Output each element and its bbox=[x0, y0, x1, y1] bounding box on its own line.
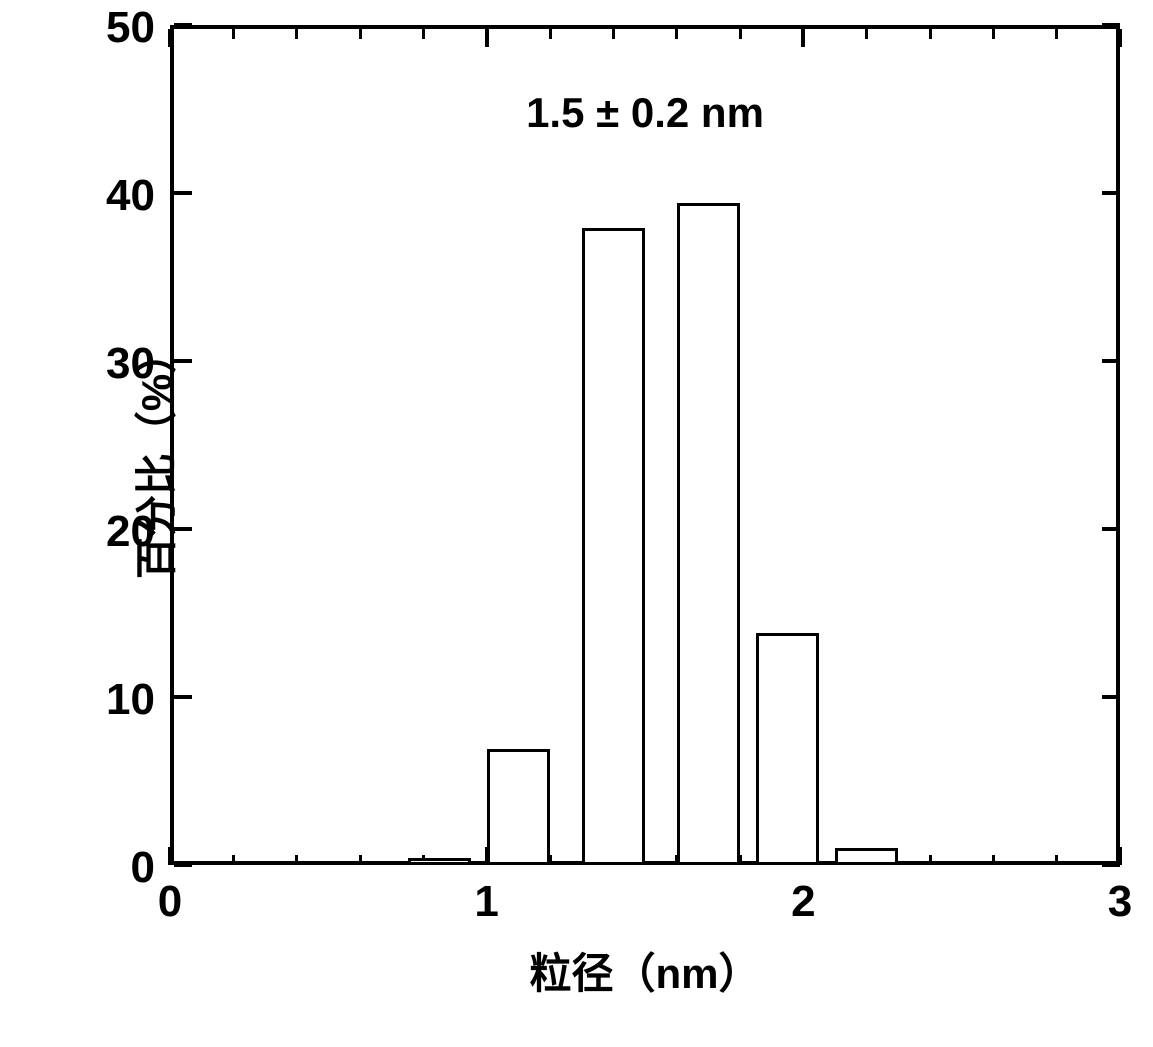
x-tick-mark bbox=[168, 29, 172, 47]
y-tick-mark bbox=[174, 863, 192, 867]
x-tick-mark bbox=[801, 29, 805, 47]
x-minor-tick-mark bbox=[232, 855, 235, 865]
chart-annotation: 1.5 ± 0.2 nm bbox=[485, 89, 805, 137]
y-tick-label: 50 bbox=[75, 3, 155, 53]
x-tick-mark bbox=[485, 29, 489, 47]
y-tick-label: 30 bbox=[75, 339, 155, 389]
x-minor-tick-mark bbox=[992, 855, 995, 865]
y-tick-mark bbox=[1102, 527, 1120, 531]
x-minor-tick-mark bbox=[295, 855, 298, 865]
histogram-bar bbox=[756, 633, 819, 865]
x-minor-tick-mark bbox=[359, 29, 362, 39]
y-tick-mark bbox=[174, 695, 192, 699]
y-tick-label: 40 bbox=[75, 171, 155, 221]
y-tick-mark bbox=[1102, 23, 1120, 27]
x-minor-tick-mark bbox=[232, 29, 235, 39]
x-tick-label: 0 bbox=[140, 877, 200, 927]
y-tick-mark bbox=[174, 359, 192, 363]
chart-container: 百分比（%） 粒径（nm） 1.5 ± 0.2 nm 0102030405001… bbox=[10, 10, 1143, 1037]
x-minor-tick-mark bbox=[1055, 29, 1058, 39]
x-minor-tick-mark bbox=[929, 29, 932, 39]
y-tick-mark bbox=[1102, 359, 1120, 363]
x-minor-tick-mark bbox=[295, 29, 298, 39]
x-minor-tick-mark bbox=[929, 855, 932, 865]
x-minor-tick-mark bbox=[612, 29, 615, 39]
y-tick-mark bbox=[174, 527, 192, 531]
y-tick-mark bbox=[1102, 191, 1120, 195]
y-tick-label: 10 bbox=[75, 675, 155, 725]
histogram-bar bbox=[835, 848, 898, 865]
x-tick-mark bbox=[1118, 29, 1122, 47]
x-tick-label: 2 bbox=[773, 877, 833, 927]
plot-area bbox=[170, 25, 1120, 865]
x-tick-mark bbox=[1118, 847, 1122, 865]
histogram-bar bbox=[408, 858, 471, 865]
x-minor-tick-mark bbox=[739, 29, 742, 39]
x-tick-label: 1 bbox=[457, 877, 517, 927]
x-tick-label: 3 bbox=[1090, 877, 1150, 927]
y-tick-label: 20 bbox=[75, 507, 155, 557]
x-minor-tick-mark bbox=[992, 29, 995, 39]
y-tick-mark bbox=[174, 191, 192, 195]
x-axis-label: 粒径（nm） bbox=[525, 940, 765, 1001]
x-minor-tick-mark bbox=[675, 29, 678, 39]
x-minor-tick-mark bbox=[359, 855, 362, 865]
y-tick-mark bbox=[1102, 695, 1120, 699]
x-minor-tick-mark bbox=[865, 29, 868, 39]
histogram-bar bbox=[677, 203, 740, 865]
x-minor-tick-mark bbox=[549, 29, 552, 39]
x-tick-mark bbox=[168, 847, 172, 865]
x-minor-tick-mark bbox=[422, 29, 425, 39]
x-minor-tick-mark bbox=[1055, 855, 1058, 865]
histogram-bar bbox=[487, 749, 550, 865]
y-tick-mark bbox=[174, 23, 192, 27]
histogram-bar bbox=[582, 228, 645, 865]
